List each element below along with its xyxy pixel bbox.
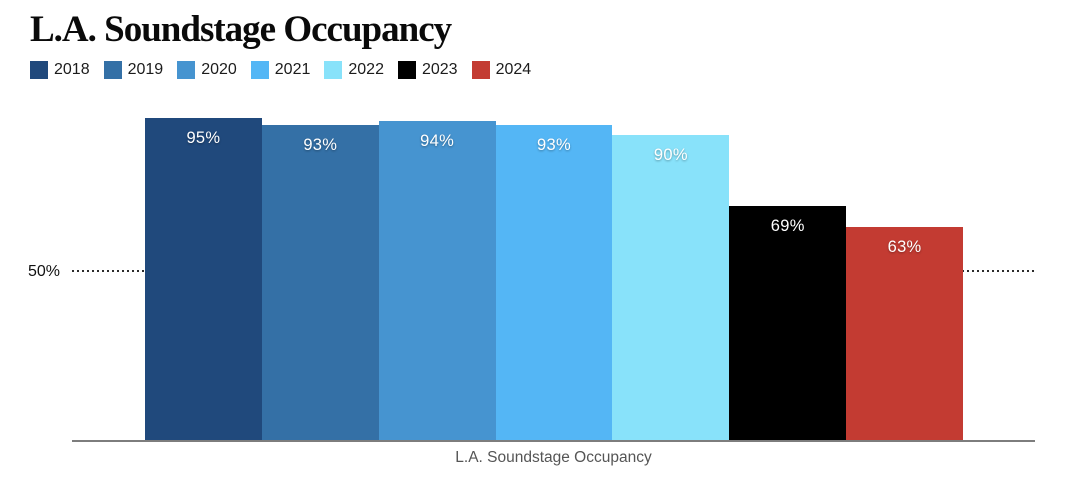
- bar-2021: 93%: [495, 124, 613, 441]
- legend-swatch-icon: [103, 61, 122, 79]
- bar-value-label: 69%: [770, 217, 805, 236]
- legend-swatch-icon: [397, 61, 416, 79]
- y-tick-label-50: 50%: [28, 263, 61, 280]
- bar-value-label: 90%: [653, 146, 688, 164]
- legend-item-label: 2021: [274, 61, 311, 78]
- legend-swatch-icon: [250, 61, 269, 79]
- legend-item-label: 2023: [421, 61, 458, 78]
- legend-item-2019: 2019: [103, 61, 164, 79]
- bar-2023: 69%: [729, 206, 847, 441]
- bar-2019: 93%: [261, 124, 379, 441]
- bar-value-label: 93%: [537, 135, 571, 154]
- bars-group: 95% 93% 94% 93% 90% 69% 63%: [145, 101, 964, 441]
- legend-item-2018: 2018: [30, 61, 90, 79]
- legend-item-label: 2020: [201, 61, 237, 78]
- legend-item-2021: 2021: [250, 61, 311, 79]
- legend-item-label: 2022: [348, 61, 384, 78]
- legend-swatch-icon: [30, 61, 48, 79]
- chart-title: L.A. Soundstage Occupancy: [30, 9, 452, 50]
- bar-2022: 90%: [612, 135, 730, 441]
- legend-item-2020: 2020: [177, 61, 237, 79]
- legend-swatch-icon: [471, 61, 490, 79]
- legend-item-2023: 2023: [397, 61, 458, 79]
- x-axis-line: [72, 440, 1035, 442]
- x-axis-title: L.A. Soundstage Occupancy: [455, 449, 652, 466]
- bar-2018: 95%: [145, 118, 262, 441]
- legend-item-2024: 2024: [471, 61, 532, 79]
- bar-value-label: 63%: [887, 237, 922, 256]
- bar-value-label: 95%: [186, 129, 221, 147]
- legend-item-label: 2024: [495, 61, 532, 78]
- legend-item-label: 2018: [54, 61, 90, 78]
- legend: 2018 2019 2020 2021 2022 2023 2024: [30, 61, 531, 79]
- bar-value-label: 93%: [303, 135, 338, 154]
- bar-2020: 94%: [378, 121, 496, 441]
- legend-item-label: 2019: [127, 61, 164, 78]
- legend-item-2022: 2022: [324, 61, 384, 79]
- legend-swatch-icon: [177, 61, 196, 79]
- bar-2024: 63%: [846, 226, 964, 441]
- legend-swatch-icon: [324, 61, 343, 79]
- bar-value-label: 94%: [420, 132, 455, 151]
- plot-area: 50% 95% 93% 94% 93% 90% 69% 63%: [0, 101, 1080, 442]
